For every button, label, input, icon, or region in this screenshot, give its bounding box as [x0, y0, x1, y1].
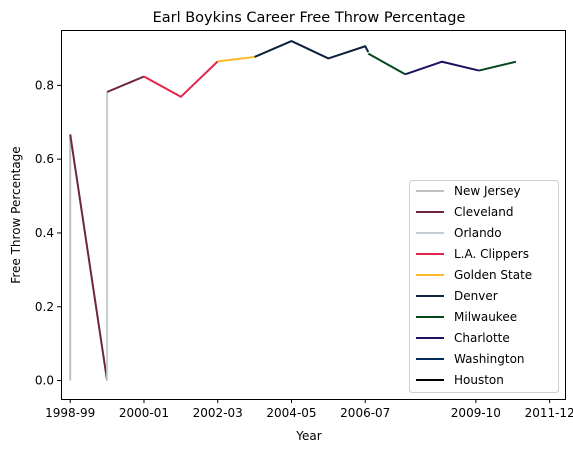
x-tick-label-0: 1998-99 [45, 406, 95, 420]
legend: New Jersey Cleveland Orlando L.A. Clippers G… [409, 180, 559, 393]
series-line-7 [367, 52, 406, 76]
x-tick-label-1: 2000-01 [119, 406, 169, 420]
x-tick-label-3: 2004-05 [266, 406, 316, 420]
legend-label-2: Orlando [454, 226, 502, 240]
legend-items: New Jersey Cleveland Orlando L.A. Clippers G… [416, 184, 532, 387]
plot-frame [61, 30, 566, 400]
legend-frame [409, 180, 559, 393]
series-line-3 [106, 75, 145, 93]
x-axis-label: Year [295, 429, 321, 443]
legend-label-9: Houston [454, 373, 504, 387]
series-line-1 [69, 134, 109, 381]
series-line-9 [478, 60, 517, 72]
series-line-6 [254, 40, 370, 60]
y-axis-label: Free Throw Percentage [9, 146, 23, 283]
y-axis: 0.0 0.2 0.4 0.6 0.8 [35, 78, 61, 388]
series-line-5 [217, 55, 255, 63]
legend-label-0: New Jersey [454, 184, 521, 198]
y-tick-label-2: 0.4 [35, 226, 54, 240]
legend-label-8: Washington [454, 352, 525, 366]
x-axis: 1998-99 2000-01 2002-03 2004-05 2006-07 2009-… [45, 399, 573, 420]
series-line-4 [143, 60, 219, 98]
legend-label-3: L.A. Clippers [454, 247, 529, 261]
legend-label-1: Cleveland [454, 205, 514, 219]
x-tick-label-4: 2006-07 [340, 406, 390, 420]
x-tick-label-6: 2011-12 [525, 406, 573, 420]
legend-label-6: Milwaukee [454, 310, 517, 324]
legend-label-5: Denver [454, 289, 498, 303]
x-tick-label-5: 2009-10 [451, 406, 501, 420]
y-tick-label-4: 0.8 [35, 78, 54, 92]
x-tick-label-2: 2002-03 [193, 406, 243, 420]
series-line-8 [404, 60, 480, 76]
y-tick-label-3: 0.6 [35, 152, 54, 166]
chart-title: Earl Boykins Career Free Throw Percentag… [153, 10, 466, 26]
legend-label-4: Golden State [454, 268, 532, 282]
y-tick-label-0: 0.0 [35, 374, 54, 388]
plot-lines [69, 40, 517, 381]
y-tick-label-1: 0.2 [35, 300, 54, 314]
legend-label-7: Charlotte [454, 331, 510, 345]
